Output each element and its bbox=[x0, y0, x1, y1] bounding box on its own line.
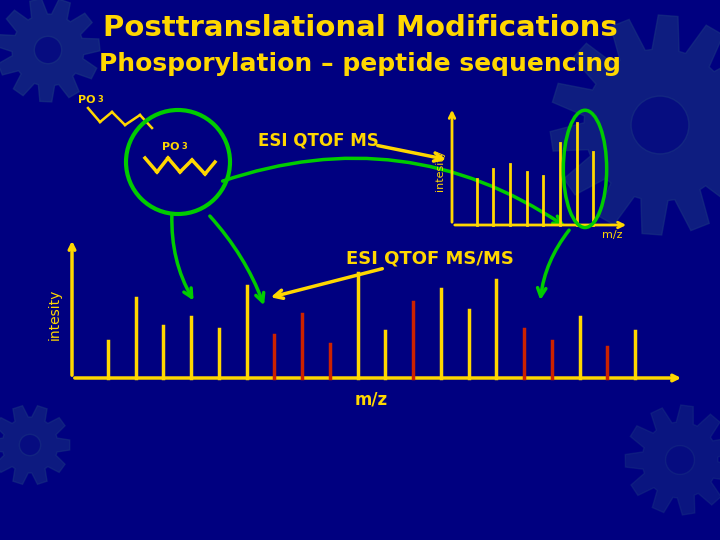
FancyArrowPatch shape bbox=[222, 158, 562, 224]
Circle shape bbox=[665, 446, 695, 475]
Text: Phosporylation – peptide sequencing: Phosporylation – peptide sequencing bbox=[99, 52, 621, 76]
Text: intesity: intesity bbox=[48, 288, 62, 340]
Text: intesity: intesity bbox=[435, 150, 445, 191]
Text: Posttranslational Modifications: Posttranslational Modifications bbox=[103, 14, 617, 42]
Polygon shape bbox=[0, 0, 100, 102]
Polygon shape bbox=[625, 405, 720, 515]
Text: m/z: m/z bbox=[354, 391, 387, 409]
Circle shape bbox=[19, 434, 40, 456]
Polygon shape bbox=[0, 406, 70, 484]
Text: ESI QTOF MS/MS: ESI QTOF MS/MS bbox=[346, 249, 514, 267]
Circle shape bbox=[35, 36, 62, 64]
Text: m/z: m/z bbox=[602, 230, 622, 240]
Text: 3: 3 bbox=[181, 142, 186, 151]
Circle shape bbox=[631, 96, 689, 154]
Text: PO: PO bbox=[78, 95, 96, 105]
Polygon shape bbox=[550, 15, 720, 235]
Text: PO: PO bbox=[162, 142, 179, 152]
Text: ESI QTOF MS: ESI QTOF MS bbox=[258, 131, 379, 149]
Text: 3: 3 bbox=[97, 95, 103, 104]
